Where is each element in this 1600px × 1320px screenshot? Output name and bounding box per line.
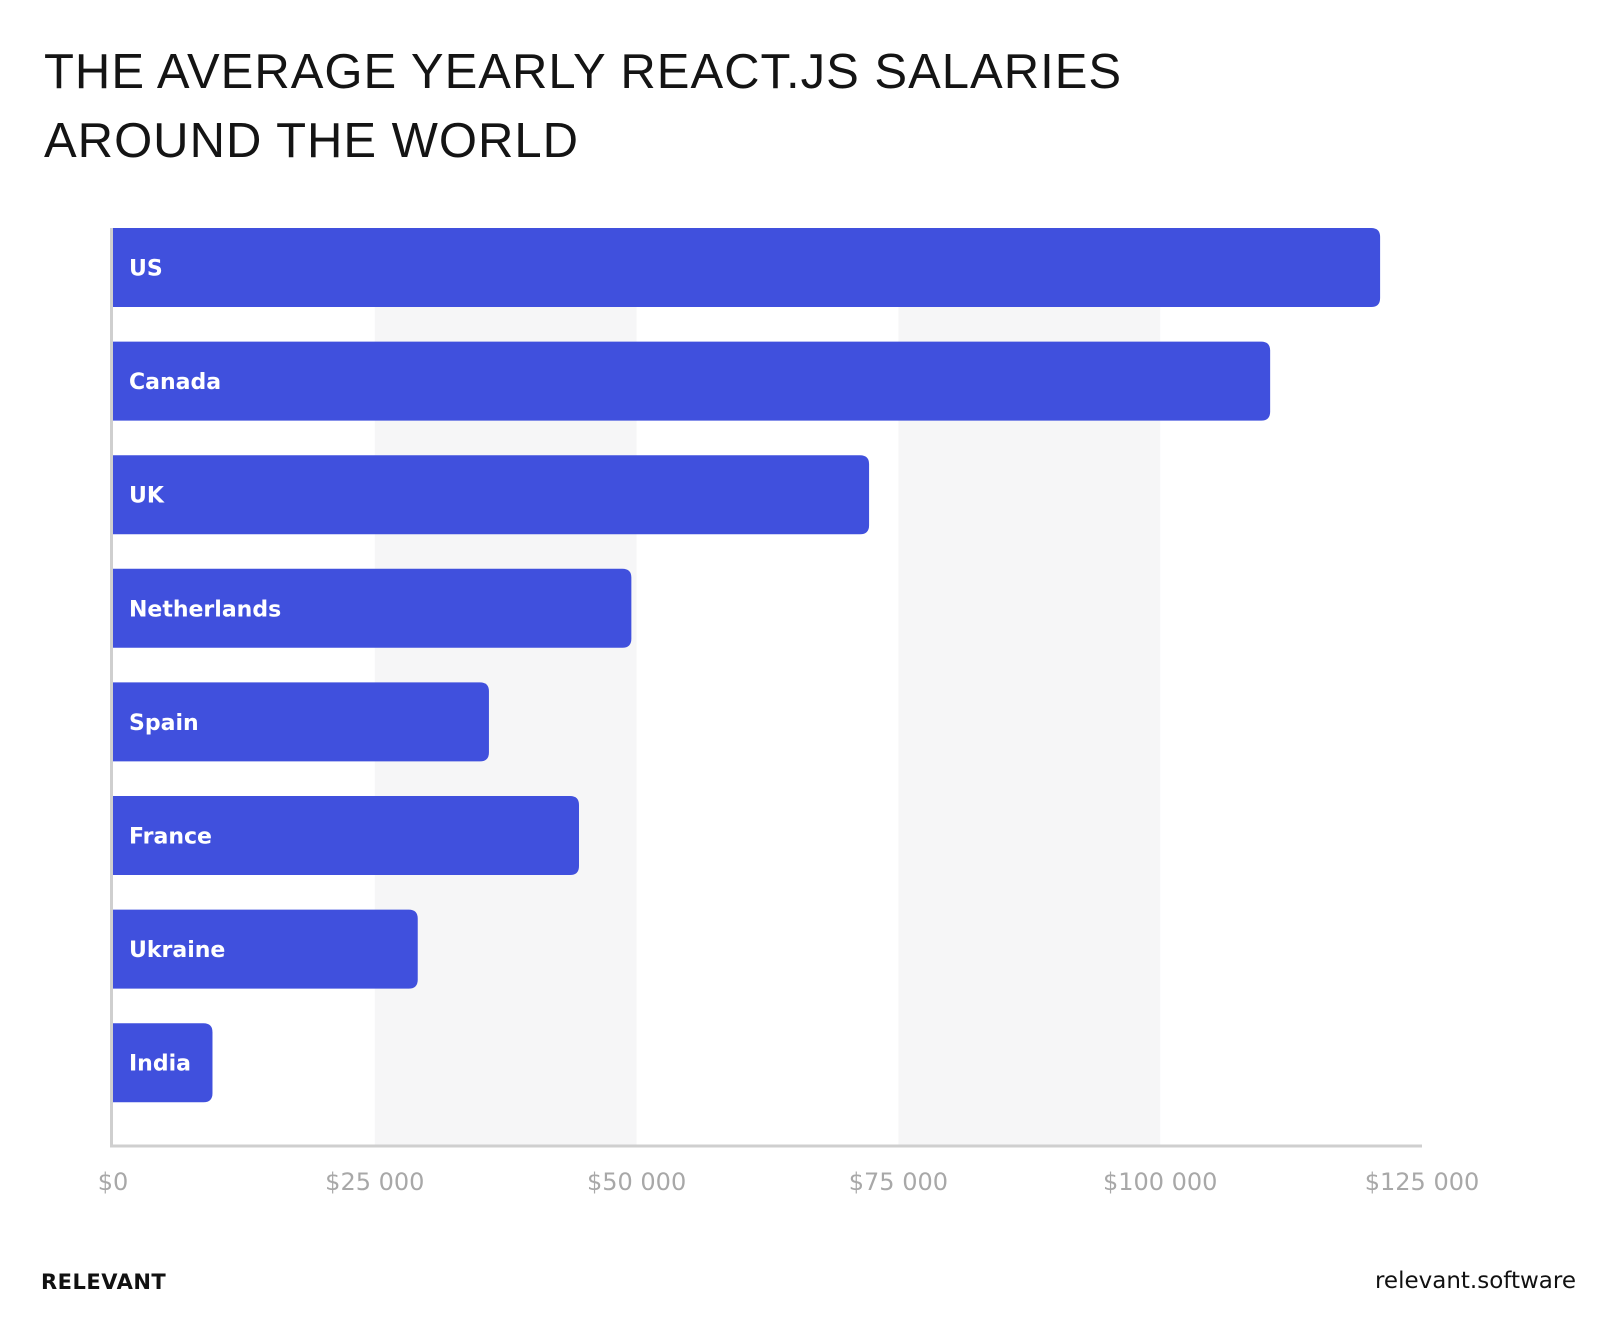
bar-label-spain: Spain [129, 711, 199, 736]
bar-label-india: India [129, 1052, 191, 1077]
bar-france [113, 796, 580, 875]
bar-uk [113, 455, 870, 535]
x-tick-label: $75 000 [849, 1168, 948, 1196]
bar-label-france: France [129, 825, 212, 850]
bar-label-uk: UK [129, 484, 165, 509]
chart-title-line-2: AROUND THE WORLD [44, 114, 580, 168]
bars [113, 228, 1381, 1103]
x-tick-labels: $0 $25 000 $50 000 $75 000 $100 000 $125 000 [98, 1168, 1480, 1196]
bar-spain [113, 682, 489, 762]
chart-title: THE AVERAGE YEARLY REACT.JS SALARIES ARO… [44, 38, 1244, 176]
x-tick-label: $25 000 [325, 1168, 424, 1196]
bar-label-canada: Canada [129, 370, 221, 395]
x-tick-label: $100 000 [1103, 1168, 1218, 1196]
bar-canada [113, 341, 1271, 421]
bar-india [113, 1023, 213, 1103]
bar-ukraine [113, 909, 418, 989]
x-tick-label: $0 [98, 1168, 129, 1196]
site-url: relevant.software [1374, 1268, 1576, 1294]
chart-title-line-1: THE AVERAGE YEARLY REACT.JS SALARIES [44, 45, 1123, 99]
axes [110, 228, 1422, 1148]
bar-netherlands [113, 568, 632, 648]
brand-logo: RELEVANT [41, 1270, 167, 1294]
bar-label-us: US [129, 257, 163, 282]
bar-label-netherlands: Netherlands [129, 597, 281, 622]
x-tick-label: $125 000 [1365, 1168, 1480, 1196]
x-tick-label: $50 000 [587, 1168, 686, 1196]
bar-us [113, 228, 1381, 307]
bar-label-ukraine: Ukraine [129, 938, 225, 963]
bar-labels: US Canada UK Netherlands Spain France Ukraine I… [129, 257, 281, 1077]
